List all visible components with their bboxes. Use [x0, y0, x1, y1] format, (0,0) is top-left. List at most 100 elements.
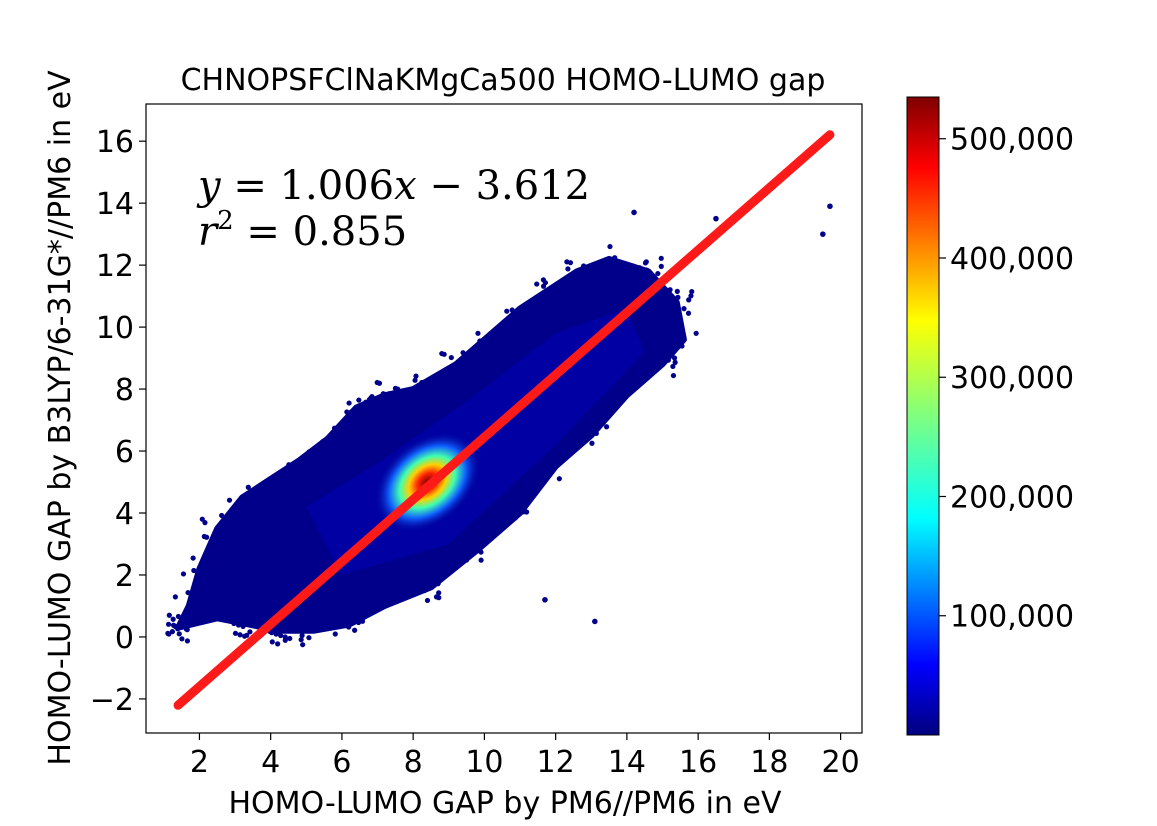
scatter-point [421, 576, 428, 582]
scatter-point [348, 410, 354, 417]
scatter-point [346, 400, 352, 406]
r2-equals: = [234, 209, 293, 255]
scatter-point [435, 581, 441, 587]
r2-sup: 2 [217, 206, 234, 236]
eq-intercept: 3.612 [476, 163, 591, 209]
scatter-point [253, 498, 260, 504]
scatter-point [185, 589, 191, 596]
scatter-point [521, 509, 527, 515]
scatter-point [382, 391, 389, 398]
scatter-point [607, 243, 613, 250]
x-tick-label: 12 [537, 745, 575, 780]
scatter-point [663, 300, 669, 306]
scatter-point [655, 270, 661, 277]
y-tick-label: 8 [115, 373, 134, 408]
scatter-point [412, 377, 418, 383]
scatter-point [369, 397, 375, 403]
colorbar-tick-label: 500,000 [950, 123, 1074, 158]
scatter-point [344, 409, 350, 415]
scatter-point [436, 590, 442, 596]
scatter-point [567, 278, 573, 284]
scatter-point [565, 266, 571, 272]
scatter-point [420, 588, 426, 594]
scatter-point [643, 276, 649, 282]
scatter-point [679, 343, 685, 349]
scatter-point [693, 330, 699, 336]
scatter-point [677, 335, 683, 341]
scatter-point [475, 330, 481, 336]
x-tick-label: 2 [190, 745, 209, 780]
scatter-point [190, 555, 196, 561]
equation-annotation: y = 1.006x − 3.612 [196, 163, 590, 209]
scatter-point [463, 557, 470, 563]
scatter-point [612, 255, 618, 261]
scatter-point [467, 370, 473, 376]
scatter-point [266, 487, 272, 494]
x-tick-label: 20 [822, 745, 860, 780]
scatter-point [642, 260, 649, 266]
scatter-point [226, 497, 233, 503]
scatter-point [478, 549, 484, 555]
scatter-point [509, 307, 515, 313]
x-tick-label: 16 [679, 745, 717, 780]
scatter-point [273, 490, 279, 496]
scatter-point [672, 303, 678, 309]
scatter-point [355, 619, 362, 626]
scatter-point [471, 547, 477, 553]
scatter-point [540, 277, 546, 283]
scatter-point [631, 272, 637, 278]
scatter-point [660, 310, 666, 316]
eq-x: x [394, 163, 417, 209]
scatter-point [234, 501, 240, 508]
scatter-point [670, 363, 676, 370]
y-tick-label: 4 [115, 497, 134, 532]
scatter-point [603, 424, 610, 430]
y-tick-label: 10 [96, 311, 134, 346]
y-tick-label: 16 [96, 125, 134, 160]
scatter-point [190, 594, 196, 600]
scatter-point [643, 267, 650, 273]
scatter-point [319, 439, 326, 445]
scatter-point [430, 581, 436, 587]
x-axis: 2 4 6 8 10 12 14 16 18 20 [190, 733, 860, 780]
scatter-point [331, 442, 337, 448]
scatter-point [689, 288, 695, 295]
scatter-point [576, 427, 582, 433]
scatter-point [578, 437, 585, 443]
scatter-point [330, 612, 336, 618]
scatter-point [674, 288, 680, 295]
scatter-point [353, 412, 359, 418]
scatter-point [468, 535, 474, 542]
y-axis: −2 0 2 4 6 8 10 12 14 16 [90, 125, 146, 718]
scatter-point [672, 359, 678, 365]
scatter-point [544, 463, 551, 469]
scatter-point [194, 575, 201, 581]
scatter-point [638, 281, 644, 287]
scatter-point [219, 512, 225, 519]
scatter-point [311, 460, 317, 466]
scatter-point [215, 532, 221, 539]
scatter-point [298, 637, 304, 643]
colorbar-ticks: 100,000 200,000 300,000 400,000 500,000 [939, 123, 1074, 635]
outlier-point [592, 618, 598, 625]
scatter-point [332, 631, 338, 637]
scatter-point [245, 484, 251, 490]
scatter-point [353, 616, 359, 622]
eq-equals: = [221, 163, 280, 209]
scatter-point [439, 350, 445, 357]
scatter-point [379, 601, 385, 608]
scatter-point [448, 354, 454, 361]
scatter-point [300, 642, 306, 648]
scatter-point [495, 344, 501, 350]
scatter-point [500, 338, 506, 344]
scatter-point [235, 622, 242, 628]
scatter-point [238, 502, 244, 508]
x-tick-label: 10 [465, 745, 503, 780]
scatter-point [483, 537, 489, 543]
scatter-point [232, 508, 238, 514]
y-axis-label: HOMO-LUMO GAP by B3LYP/6-31G*//PM6 in eV [43, 70, 78, 766]
scatter-point [231, 620, 237, 627]
scatter-point [512, 515, 518, 521]
scatter-point [537, 476, 544, 482]
